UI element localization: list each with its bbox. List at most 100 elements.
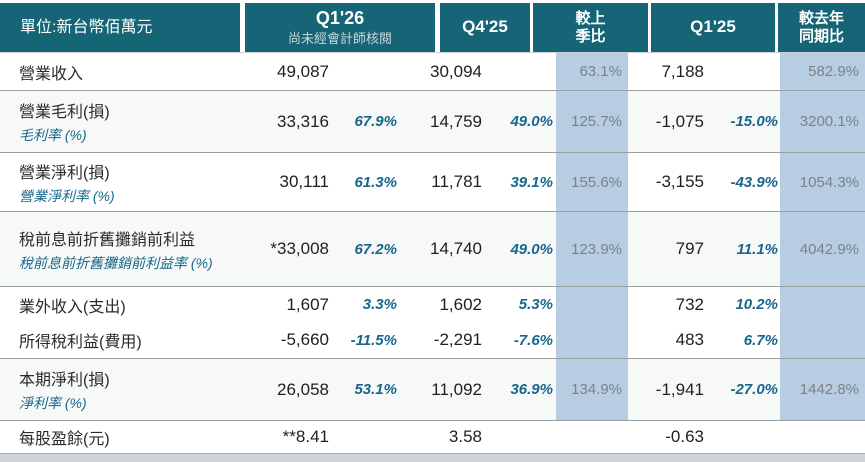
q425-margin: 49.0% [510, 240, 553, 258]
q425-value: 1,602 [439, 294, 482, 314]
row-label: 所得稅利益(費用) [19, 334, 142, 351]
q425-margin [486, 53, 556, 90]
header-gap [648, 3, 651, 52]
q126-label: Q1'26 [315, 8, 365, 29]
table-row: 業外收入(支出) 1,607 3.3% 1,602 5.3% 732 10.2% [0, 286, 865, 322]
row-sublabel: 稅前息前折舊攤銷前利益率 (%) [19, 254, 213, 271]
q425-value: -2,291 [433, 330, 482, 349]
q126-value: 49,087 [277, 61, 329, 81]
q126-margin: 67.9% [354, 113, 397, 130]
yoy-value: 582.9% [780, 53, 865, 90]
qoq-value [556, 322, 628, 358]
table-row: 營業淨利(損) 營業淨利率 (%) 30,111 61.3% 11,781 39… [0, 152, 865, 211]
q126-margin: 53.1% [354, 381, 397, 398]
yoy-label-line2: 同期比 [798, 27, 844, 45]
yoy-value [780, 421, 865, 453]
qoq-value: 123.9% [556, 212, 628, 286]
q126-value: *33,008 [270, 239, 329, 258]
q126-margin: 67.2% [354, 240, 397, 258]
q125-value: -0.63 [665, 427, 704, 446]
q125-margin: -15.0% [730, 113, 778, 130]
q126-value: -5,660 [280, 330, 329, 349]
q125-value: -3,155 [655, 172, 704, 191]
q425-margin: 39.1% [510, 173, 553, 191]
row-label: 業外收入(支出) [19, 298, 126, 316]
qoq-label-line1: 較上 [575, 9, 606, 27]
q125-label: Q1'25 [690, 17, 736, 37]
q125-margin: -43.9% [730, 173, 778, 191]
header-gap [240, 3, 245, 52]
row-label: 營業收入 [19, 65, 84, 83]
row-sublabel: 淨利率 (%) [19, 395, 87, 411]
q126-value: 33,316 [277, 111, 329, 131]
q125-margin: 11.1% [736, 240, 778, 258]
q126-margin [333, 421, 400, 453]
column-header-q125: Q1'25 [651, 3, 775, 52]
q125-margin [708, 53, 780, 90]
q425-value: 30,094 [430, 61, 482, 81]
yoy-value: 1442.8% [780, 359, 865, 420]
qoq-value: 134.9% [556, 359, 628, 420]
qoq-value: 125.7% [556, 91, 628, 152]
row-sublabel: 毛利率 (%) [19, 127, 87, 143]
row-label: 本期淨利(損) [19, 372, 110, 389]
column-header-q126: Q1'26 尚未經會計師核閱 [245, 3, 435, 52]
q125-value: 483 [675, 330, 704, 349]
row-sublabel: 營業淨利率 (%) [19, 187, 115, 204]
row-label: 每股盈餘(元) [19, 431, 110, 448]
q125-margin: 6.7% [743, 331, 778, 349]
yoy-value: 3200.1% [780, 91, 865, 152]
q126-margin: 3.3% [362, 296, 397, 313]
q425-label: Q4'25 [462, 17, 508, 37]
column-header-yoy: 較去年 同期比 [778, 3, 865, 52]
table-row: 營業收入 49,087 30,094 63.1% 7,188 582.9% [0, 53, 865, 90]
q126-margin: 61.3% [354, 173, 397, 191]
q125-value: 732 [675, 294, 704, 314]
row-label: 稅前息前折舊攤銷前利益 [19, 231, 196, 249]
q425-margin: 36.9% [510, 381, 553, 398]
yoy-value [780, 287, 865, 322]
q125-value: -1,075 [655, 111, 704, 131]
q425-margin [486, 421, 556, 453]
header-gap [530, 3, 533, 52]
q425-margin: 49.0% [510, 113, 553, 130]
qoq-label-line2: 季比 [575, 27, 606, 45]
q425-value: 11,092 [431, 379, 482, 399]
column-header-qoq: 較上 季比 [533, 3, 648, 52]
yoy-value: 1054.3% [780, 153, 865, 211]
qoq-value [556, 287, 628, 322]
qoq-value: 155.6% [556, 153, 628, 211]
table-row: 每股盈餘(元) **8.41 3.58 -0.63 [0, 420, 865, 453]
unit-label: 單位:新台幣佰萬元 [20, 18, 153, 36]
q425-value: 14,759 [430, 111, 482, 131]
table-row: 所得稅利益(費用) -5,660 -11.5% -2,291 -7.6% 483… [0, 322, 865, 358]
q126-value: 1,607 [286, 294, 329, 314]
yoy-label-line1: 較去年 [798, 9, 844, 27]
q126-sublabel: 尚未經會計師核閱 [287, 31, 392, 46]
q126-margin [333, 53, 400, 90]
header-gap [775, 3, 778, 52]
q425-value: 3.58 [448, 427, 482, 446]
yoy-value: 4042.9% [780, 212, 865, 286]
q126-value: 26,058 [277, 379, 329, 399]
row-label: 營業毛利(損) [19, 104, 110, 121]
yoy-value [780, 322, 865, 358]
q125-margin: -27.0% [730, 381, 778, 398]
q125-margin [708, 421, 780, 453]
q126-value: 30,111 [279, 172, 329, 191]
table-row: 本期淨利(損) 淨利率 (%) 26,058 53.1% 11,092 36.9… [0, 358, 865, 420]
q125-margin: 10.2% [735, 296, 778, 313]
column-header-q425: Q4'25 [440, 3, 530, 52]
q425-value: 14,740 [430, 239, 482, 258]
q425-margin: 5.3% [518, 296, 553, 313]
q425-margin: -7.6% [513, 331, 553, 349]
qoq-value: 63.1% [556, 53, 628, 90]
q125-value: 797 [675, 239, 704, 258]
table-row: 營業毛利(損) 毛利率 (%) 33,316 67.9% 14,759 49.0… [0, 90, 865, 152]
q125-value: -1,941 [655, 379, 704, 399]
qoq-value [556, 421, 628, 453]
q425-value: 11,781 [431, 172, 482, 191]
bottom-strip [0, 453, 865, 462]
unit-header-cell: 單位:新台幣佰萬元 [0, 3, 240, 52]
